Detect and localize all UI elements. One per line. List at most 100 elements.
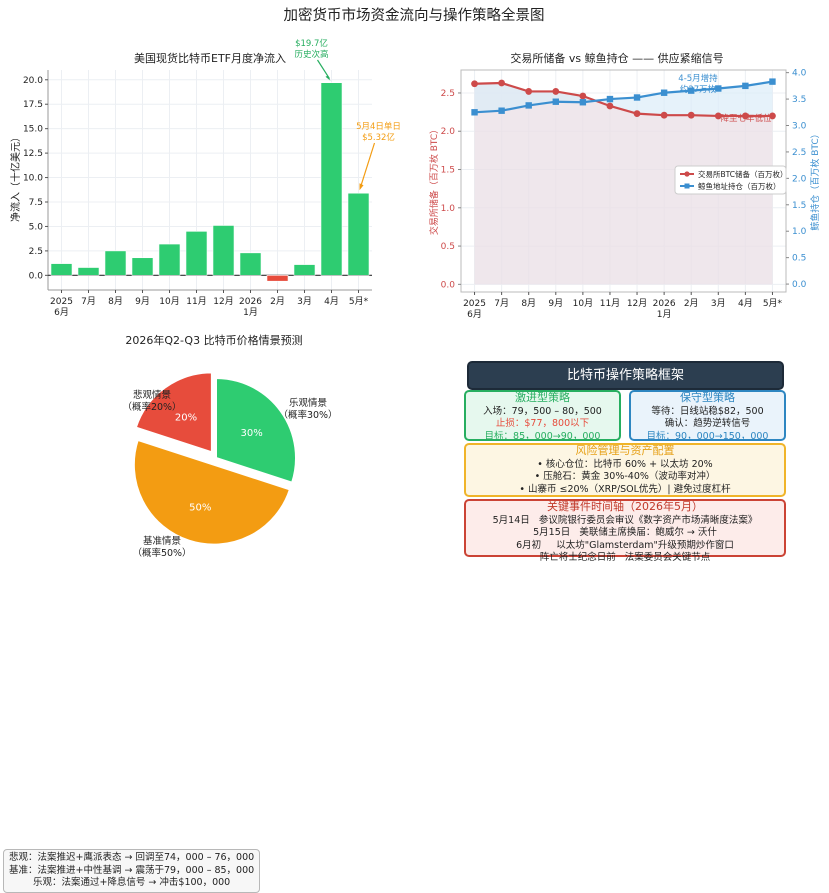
- whale-point: [661, 90, 667, 96]
- timeline-event: 5月15日 美联储主席换届：鲍威尔 → 沃什: [466, 527, 784, 540]
- reserve-left-tick-label: 0.5: [441, 242, 455, 252]
- timeline-title: 关键事件时间轴（2026年5月）: [466, 501, 784, 514]
- pie-percent-label: 20%: [175, 413, 197, 424]
- whale-note: 4-5月增持: [678, 73, 718, 84]
- reserve-x-tick-label: 9月: [548, 298, 563, 309]
- risk-line: • 核心仓位：比特币 60% + 以太坊 20%: [466, 459, 784, 472]
- conservative-confirm: 确认：趋势逆转信号: [631, 418, 784, 431]
- timeline-box: 关键事件时间轴（2026年5月） 5月14日 参议院银行委员会审议《数字资产市场…: [464, 499, 786, 557]
- reserve-left-tick-label: 2.5: [441, 89, 455, 99]
- reserve-point: [661, 112, 668, 119]
- aggressive-target: 目标：85，000→90，000: [466, 431, 619, 444]
- etf-x-tick-label: 12月: [213, 296, 233, 307]
- reserve-right-axis-label: 鲸鱼持仓（百万枚 BTC）: [809, 129, 821, 230]
- pie-category-label: （概率20%）: [122, 401, 181, 413]
- etf-bar-7月: [78, 268, 99, 276]
- timeline-event: 6月初 以太坊"Glamsterdam"升级预期炒作窗口: [466, 540, 784, 553]
- etf-x-tick-label: 10月: [159, 296, 179, 307]
- etf-x-tick-label: 3月: [297, 296, 312, 307]
- etf-flow-chart: 美国现货比特币ETF月度净流入 0.02.55.07.510.012.515.0…: [9, 38, 401, 318]
- whale-legend-label: 鲸鱼地址持仓（百万枚）: [698, 181, 781, 191]
- pie-category-label: 悲观情景: [133, 389, 171, 401]
- reserve-legend: 交易所BTC储备（百万枚） 鲸鱼地址持仓（百万枚）: [675, 166, 788, 194]
- etf-bar-10月: [159, 244, 180, 275]
- whale-point: [471, 109, 477, 115]
- reserve-right-tick-label: 0.5: [792, 254, 806, 264]
- pie-percent-label: 30%: [240, 428, 262, 439]
- reserve-left-tick-label: 1.5: [441, 166, 455, 176]
- etf-x-tick-label: 4月: [324, 296, 339, 307]
- etf-y-tick-label: 7.5: [29, 198, 43, 208]
- etf-y-ticks: 0.02.55.07.510.012.515.017.520.0: [23, 76, 48, 282]
- reserve-right-tick-label: 3.0: [792, 122, 807, 132]
- etf-bar-11月: [186, 231, 207, 275]
- reserve-left-axis-label: 交易所储备（百万枚 BTC）: [428, 125, 440, 235]
- reserve-right-ticks: 0.0 0.5 1.0 1.5 2.0 2.5 3.0 3.5 4.0: [786, 69, 807, 290]
- pie-category-label: （概率50%）: [132, 547, 191, 559]
- risk-line: • 压舱石：黄金 30%-40%（波动率对冲）: [466, 471, 784, 484]
- reserve-x-tick-label: 2026: [653, 299, 676, 309]
- etf-bar-3月: [294, 265, 315, 276]
- reserve-right-tick-label: 1.5: [792, 201, 806, 211]
- scenario-note-box: 悲观：法案推迟+鹰派表态 → 回调至74，000 – 76，000 基准：法案推…: [3, 849, 260, 893]
- reserve-left-tick-label: 2.0: [441, 127, 456, 137]
- etf-bars: [51, 83, 369, 281]
- etf-x-tick-label: 2025: [50, 297, 73, 307]
- reserve-x-tick-label: 2025: [463, 299, 486, 309]
- reserve-left-tick-label: 0.0: [441, 280, 456, 290]
- etf-bar-9月: [132, 258, 153, 276]
- reserve-low-note: 降至七年低位: [720, 113, 772, 124]
- scenario-note-line: 基准：法案推进+中性基调 → 震荡于79，000 – 85，000: [9, 865, 254, 878]
- reserve-left-ticks: 0.0 0.5 1.0 1.5 2.0 2.5: [441, 89, 461, 290]
- etf-bar-2025-6月: [51, 264, 72, 276]
- etf-x-tick-label: 2月: [270, 296, 285, 307]
- reserve-whale-chart: 交易所储备 vs 鲸鱼持仓 —— 供应紧缩信号 0.0 0.5 1.0 1.5 2.0 2…: [428, 51, 821, 320]
- etf-may-arrow: [361, 143, 375, 187]
- timeline-event: 5月14日 参议院银行委员会审议《数字资产市场清晰度法案》: [466, 515, 784, 528]
- etf-bar-2026-1月: [240, 253, 261, 275]
- reserve-right-tick-label: 2.0: [792, 174, 807, 184]
- etf-bar-8月: [105, 251, 126, 275]
- reserve-chart-title: 交易所储备 vs 鲸鱼持仓 —— 供应紧缩信号: [510, 51, 723, 65]
- reserve-right-tick-label: 1.0: [792, 227, 807, 237]
- reserve-point: [607, 103, 614, 110]
- etf-x-tick-label: 7月: [81, 296, 96, 307]
- reserve-x-tick-label: 10月: [573, 298, 593, 309]
- reserve-x-tick-label: 1月: [657, 309, 672, 320]
- reserve-right-tick-label: 0.0: [792, 280, 807, 290]
- etf-high-note: $19.7亿: [295, 38, 328, 49]
- whale-legend-marker: [685, 184, 690, 189]
- reserve-x-tick-label: 4月: [738, 298, 753, 309]
- whale-point: [742, 83, 748, 89]
- etf-y-tick-label: 20.0: [23, 76, 43, 86]
- reserve-x-tick-label: 2月: [684, 298, 699, 309]
- reserve-legend-marker: [684, 171, 689, 176]
- conservative-strategy-box: 保守型策略 等待：日线站稳$82，500 确认：趋势逆转信号 目标：90，000…: [629, 390, 786, 441]
- aggressive-stop: 止损：$77，800以下: [466, 418, 619, 431]
- scenario-note-line: 悲观：法案推迟+鹰派表态 → 回调至74，000 – 76，000: [9, 852, 254, 865]
- reserve-point: [525, 88, 532, 95]
- reserve-x-tick-label: 7月: [494, 298, 509, 309]
- reserve-point: [498, 80, 505, 87]
- etf-y-axis-label: 净流入（十亿美元）: [9, 132, 22, 222]
- whale-point: [769, 78, 775, 84]
- etf-y-tick-label: 15.0: [23, 125, 43, 135]
- reserve-x-tick-label: 11月: [600, 298, 620, 309]
- etf-x-tick-label: 6月: [54, 307, 69, 318]
- pie-category-label: 乐观情景: [289, 397, 327, 409]
- aggressive-entry: 入场：79，500 – 80，500: [466, 406, 619, 419]
- whale-point: [580, 99, 586, 105]
- pie-chart-title: 2026年Q2-Q3 比特币价格情景预测: [125, 333, 302, 347]
- whale-point: [526, 102, 532, 108]
- etf-bar-4月: [321, 83, 342, 276]
- conservative-title: 保守型策略: [631, 392, 784, 405]
- conservative-target: 目标：90，000→150，000: [631, 431, 784, 444]
- reserve-left-tick-label: 1.0: [441, 204, 456, 214]
- reserve-right-tick-label: 4.0: [792, 69, 807, 79]
- aggressive-strategy-box: 激进型策略 入场：79，500 – 80，500 止损：$77，800以下 目标…: [464, 390, 621, 441]
- reserve-right-tick-label: 3.5: [792, 95, 806, 105]
- etf-may-note: $5.32亿: [362, 132, 395, 143]
- reserve-legend-label: 交易所BTC储备（百万枚）: [698, 169, 788, 179]
- risk-line: • 山寨币 ≤20%（XRP/SOL优先）| 避免过度杠杆: [466, 484, 784, 497]
